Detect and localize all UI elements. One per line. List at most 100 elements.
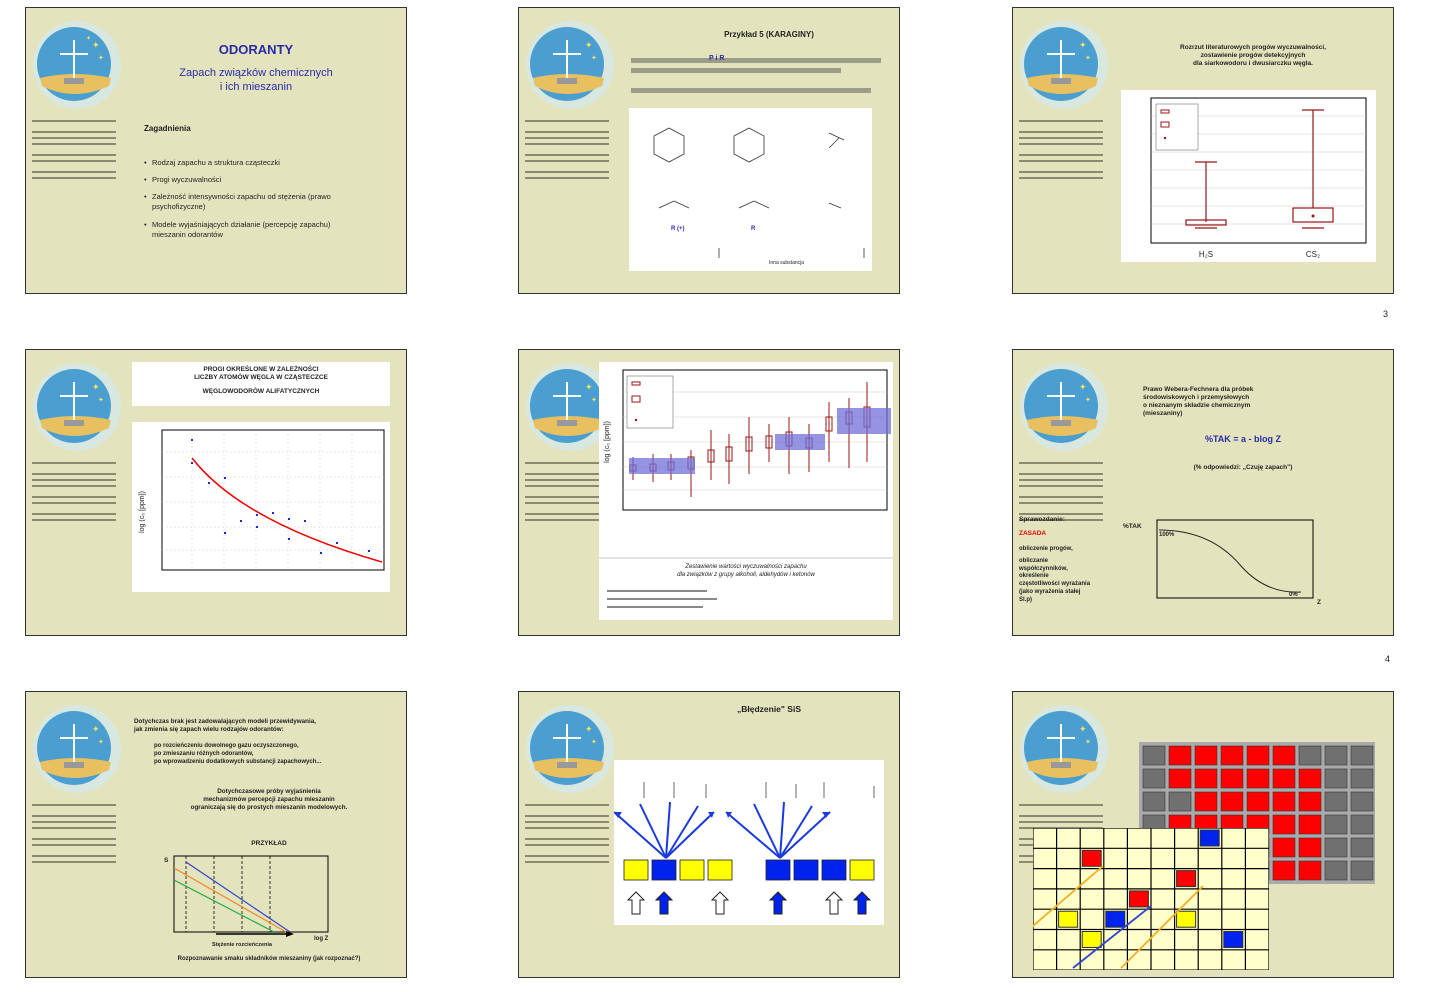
grid-cell — [1246, 768, 1270, 789]
grid-cell — [1142, 791, 1166, 812]
slide-thumbnail-5[interactable]: ✦ ✦ — [518, 349, 900, 636]
svg-text:✦: ✦ — [591, 738, 597, 746]
svg-text:✦: ✦ — [585, 40, 593, 50]
group-highlight — [775, 434, 825, 450]
logo-icon: ✦✦ — [33, 705, 121, 793]
text-line — [631, 88, 871, 93]
slide-thumbnail-9[interactable]: ✦ ✦ — [1012, 691, 1394, 978]
logo-icon: ✦✦ — [526, 705, 614, 793]
fit-curve — [191, 457, 383, 563]
grid-cell — [1223, 931, 1244, 948]
grid-cell — [1272, 745, 1296, 766]
slide-thumbnail-1[interactable]: ✦ ✦ ✦ ODORANTY Zapach związków chemiczny… — [25, 7, 407, 294]
sidebar-notes — [525, 804, 609, 867]
svg-text:✦: ✦ — [1079, 724, 1087, 734]
formula-note: (% odpowiedzi: „Czuję zapach") — [1193, 464, 1293, 471]
logo-icon: ✦✦ — [1020, 363, 1108, 451]
slide-paragraph: Dotychczasowe próby wyjaśnienia mechanizm… — [190, 788, 348, 811]
slide-title: „Błędzenie" SiS — [736, 704, 802, 714]
group-highlight — [629, 458, 695, 474]
slide-title: Przykład 5 (KARAGINY) — [724, 30, 814, 39]
x-axis-label: Z — [1317, 599, 1321, 606]
slide-thumbnail-3[interactable]: ✦ ✦ Rozrzut literaturowych progów wyczuwa… — [1012, 7, 1394, 294]
scatter-chart: log (c₀ [ppm]) — [139, 429, 385, 571]
slide-thumbnail-7[interactable]: ✦ ✦ Dotychczas brak jest zadowalających m… — [25, 691, 407, 978]
bottom-question: Rozpoznawanie smaku składników mieszanin… — [177, 956, 361, 962]
logo-icon: ✦✦ — [1020, 21, 1108, 109]
grid-cell — [1220, 768, 1244, 789]
grid-cell — [1324, 837, 1348, 858]
boxplot-chart: H₂S CS₂ — [1150, 97, 1367, 259]
sidebar-notes — [32, 462, 116, 525]
section-heading: Zagadnienia — [144, 124, 191, 133]
y-axis-label: log (c₀ [ppm]) — [139, 491, 146, 533]
sidebar-notes — [1019, 462, 1103, 525]
top-value-label: 100% — [1159, 532, 1175, 538]
example-label: PRZYKŁAD — [251, 840, 287, 847]
bullet-item: Progi wyczuwalności — [144, 175, 366, 185]
grid-cell — [1168, 791, 1192, 812]
grid-cell — [1128, 890, 1149, 908]
bullet-item: Modele wyjaśniających działanie (percepc… — [144, 220, 366, 240]
grid-cell — [1272, 768, 1296, 789]
grid-cell — [1298, 768, 1322, 789]
grid-cell — [1199, 829, 1220, 847]
grid-cell — [1194, 791, 1218, 812]
walk-arrow — [1033, 865, 1104, 928]
svg-text:✦: ✦ — [92, 382, 100, 392]
grid-cell — [1350, 768, 1374, 789]
grid-cell — [1350, 745, 1374, 766]
y-axis-label: S — [164, 857, 169, 864]
svg-text:✦: ✦ — [591, 396, 597, 404]
grid-cell — [1324, 791, 1348, 812]
grid-cell — [1272, 791, 1296, 812]
svg-text:✦: ✦ — [1079, 40, 1087, 50]
slide-thumbnail-2[interactable]: ✦ ✦ Przykład 5 (KARAGINY) P i R R (+) — [518, 7, 900, 294]
slide-thumbnail-4[interactable]: ✦ ✦ PROGI OKREŚLONE W ZALEŻNOŚCI LICZBY AT… — [25, 349, 407, 636]
structure-figure: R (+) R Inna substancja — [629, 108, 872, 271]
slide-subtitle: Zapach związków chemicznych i ich mieszan… — [179, 67, 333, 94]
grid-cell — [1298, 791, 1322, 812]
page-number: 3 — [1383, 309, 1389, 319]
boxplot-figure: log (c₀ [ppm]) Zestawienie wartości wycz… — [599, 362, 893, 620]
grid-cell — [1194, 768, 1218, 789]
svg-text:✦: ✦ — [1085, 396, 1091, 404]
sigmoid-chart: %TAK 100% 0% Z — [1123, 519, 1321, 606]
scatter-figure: log (c₀ [ppm]) — [132, 422, 390, 592]
logo-icon: ✦✦ — [526, 363, 614, 451]
grid-cell — [1058, 910, 1079, 928]
logo-icon: ✦ ✦ ✦ — [33, 21, 121, 109]
boxplot-figure: H₂S CS₂ — [1121, 90, 1376, 262]
grid-cell — [1350, 837, 1374, 858]
side-label: Sprawozdanie: — [1019, 516, 1065, 523]
svg-text:✦: ✦ — [98, 738, 104, 746]
slide-thumbnail-6[interactable]: ✦ ✦ Prawo Webera-Fechnera dla próbek środo… — [1012, 349, 1394, 636]
svg-text:✦: ✦ — [98, 54, 104, 62]
grid-cell — [1272, 837, 1296, 858]
data-points — [191, 439, 370, 554]
grid-cell — [1105, 910, 1126, 928]
grid-cell — [1298, 745, 1322, 766]
figure-footer: Inna substancja — [769, 260, 805, 266]
figure-caption: dla związków z grupy alkoholi, aldehydów… — [677, 572, 815, 578]
walk-arrow — [1120, 885, 1204, 969]
svg-text:✦: ✦ — [1085, 54, 1091, 62]
logo-icon: ✦✦ — [33, 363, 121, 451]
text-line — [631, 58, 881, 63]
grid-cell — [1350, 791, 1374, 812]
side-label-red: ZASADA — [1019, 530, 1047, 537]
boxplot-chart: log (c₀ [ppm]) Zestawienie wartości wycz… — [599, 369, 893, 608]
slide-thumbnail-8[interactable]: ✦ ✦ „Błędzenie" SiS — [518, 691, 900, 978]
bottom-value-label: 0% — [1289, 592, 1298, 598]
group-highlight — [837, 408, 891, 434]
slide-caption: Prawo Webera-Fechnera dla próbek środowis… — [1143, 386, 1254, 418]
grid-cell — [1168, 768, 1192, 789]
grid-cell — [1176, 910, 1197, 928]
random-walk-diagram — [614, 782, 875, 915]
svg-text:✦: ✦ — [1085, 738, 1091, 746]
grid-cell — [1298, 860, 1322, 881]
grid-cell — [1272, 860, 1296, 881]
grid-cell — [1324, 745, 1348, 766]
bullet-item: Zależność intensywności zapachu od stęże… — [144, 192, 366, 212]
y-axis-label: log (c₀ [ppm]) — [604, 421, 611, 463]
